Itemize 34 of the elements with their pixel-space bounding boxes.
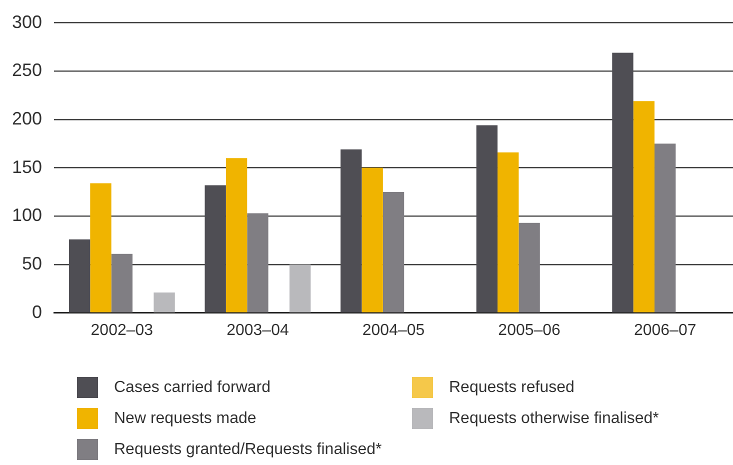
x-tick-label: 2005–06 — [498, 322, 561, 339]
bar — [68, 239, 90, 312]
legend-label: Requests granted/Requests finalised* — [114, 440, 382, 458]
legend-label: New requests made — [114, 410, 256, 428]
bar — [247, 213, 268, 312]
y-tick-label: 150 — [12, 156, 42, 177]
y-tick-label: 100 — [12, 205, 42, 226]
bar — [226, 158, 248, 312]
bar — [518, 222, 540, 312]
bar — [362, 168, 383, 312]
x-tick-label: 2003–04 — [226, 322, 289, 339]
bar — [476, 125, 498, 312]
bar — [340, 149, 362, 312]
legend-label: Requests otherwise finalised* — [449, 410, 659, 428]
bar — [498, 152, 519, 312]
bar — [204, 185, 226, 312]
legend-label: Requests refused — [449, 378, 574, 396]
bar — [111, 254, 133, 312]
x-tick-label: 2006–07 — [634, 322, 696, 339]
bar — [290, 264, 311, 312]
bar — [654, 144, 676, 312]
y-tick-label: 250 — [12, 60, 42, 80]
bar — [154, 292, 175, 312]
legend-label: Cases carried forward — [114, 378, 270, 396]
y-tick-label: 300 — [12, 12, 42, 32]
bar — [612, 52, 634, 312]
bar — [382, 192, 404, 312]
y-tick-label: 0 — [32, 302, 42, 322]
x-tick-label: 2004–05 — [362, 322, 425, 339]
y-tick-label: 200 — [12, 108, 42, 128]
x-tick-label: 2002–03 — [90, 322, 154, 339]
bar — [90, 183, 112, 312]
bar — [633, 101, 655, 312]
y-tick-label: 50 — [22, 253, 42, 274]
